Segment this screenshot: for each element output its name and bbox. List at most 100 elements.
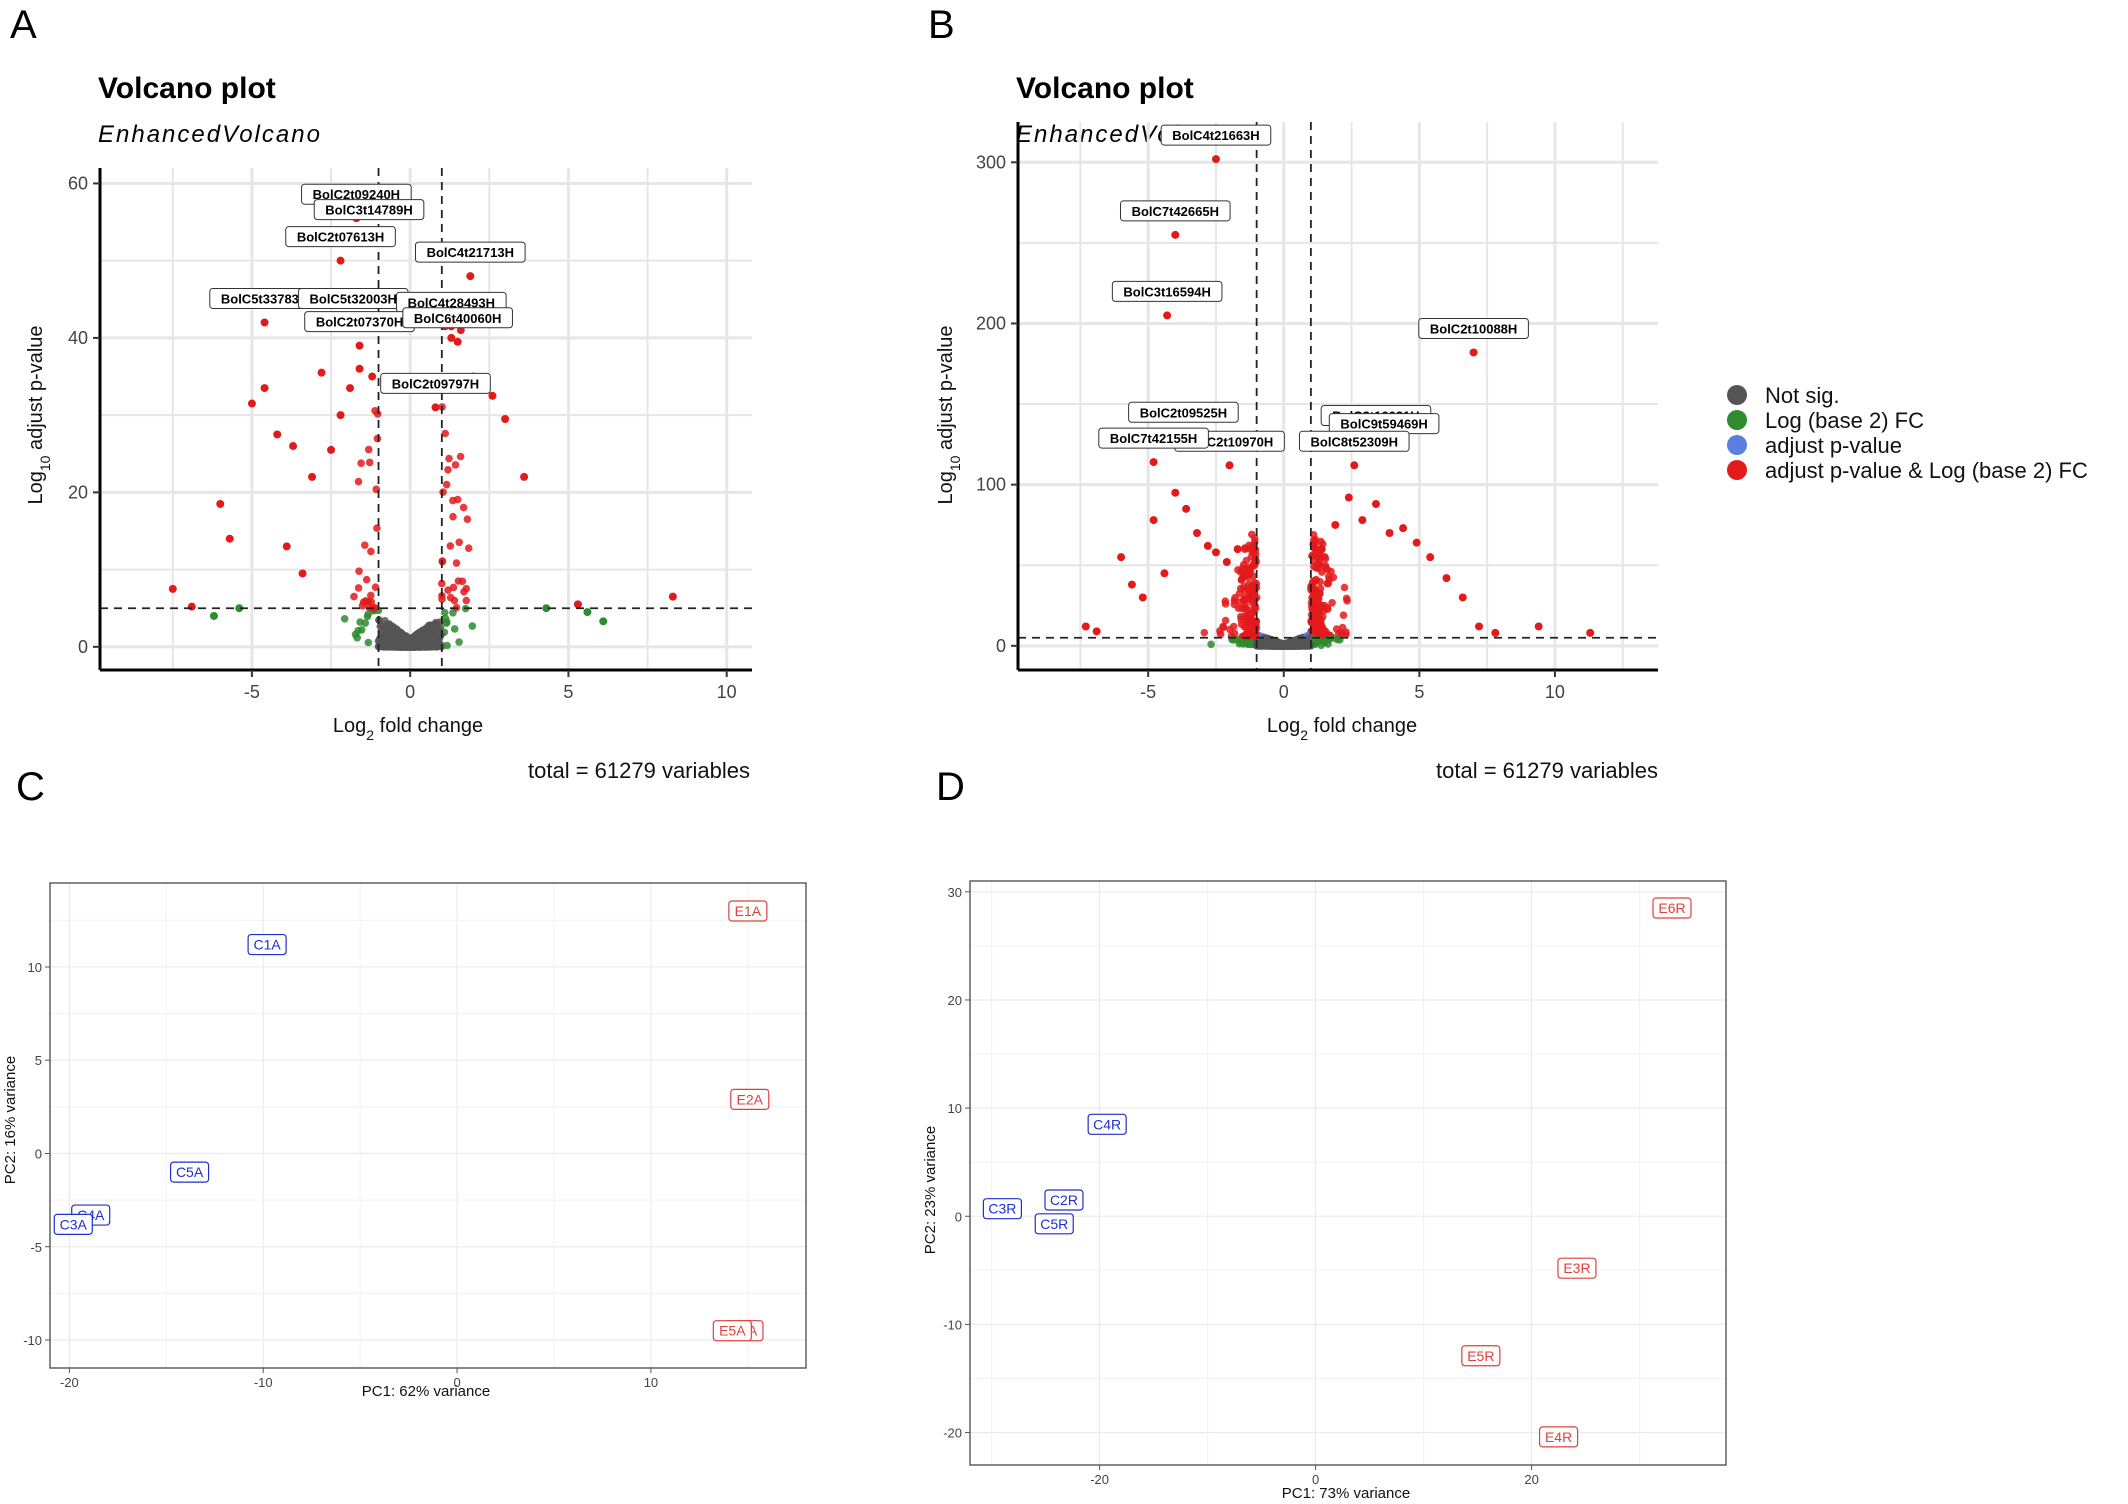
volcano-point (1216, 630, 1225, 639)
volcano-highlight-point (317, 368, 326, 377)
volcano-point (1200, 628, 1209, 637)
volcano-point (456, 452, 465, 461)
volcano-highlight-point (216, 499, 225, 508)
volcano-point (391, 631, 400, 640)
volcano-point (367, 591, 375, 600)
volcano-highlight-point (488, 391, 497, 400)
volcano-point (452, 559, 461, 567)
labeled-gene-point (355, 341, 364, 350)
volcano-point (1207, 640, 1215, 649)
volcano-point (444, 466, 452, 474)
volcano-point (359, 598, 368, 606)
volcano-point (438, 579, 446, 588)
volcano-highlight-point (368, 372, 377, 381)
y-tick-label: 60 (68, 173, 88, 193)
volcano-point (354, 477, 363, 486)
volcano-plot-a: Volcano plot EnhancedVolcano BolC2t09240… (25, 72, 752, 783)
volcano-point (1219, 622, 1227, 631)
gene-label-box (285, 226, 396, 248)
volcano-point (361, 619, 370, 627)
volcano-point (1328, 599, 1336, 607)
volcano-highlight-point (668, 592, 677, 601)
volcano-point (1230, 629, 1239, 638)
volcano-highlight-point (308, 472, 317, 481)
volcano-point (462, 596, 471, 605)
volcano-point (446, 542, 455, 550)
x-tick-label: 5 (563, 682, 573, 702)
volcano-highlight-point (346, 384, 355, 393)
volcano-point (441, 614, 450, 623)
volcano-point (362, 575, 371, 584)
volcano-highlight-point (247, 399, 256, 408)
volcano-a-subtitle: EnhancedVolcano (98, 121, 322, 148)
volcano-point (432, 643, 441, 651)
volcano-point (450, 625, 459, 633)
volcano-point (1241, 593, 1249, 601)
volcano-a-x-label: Log2 fold change (333, 715, 483, 743)
gene-label: BolC4t28493H (408, 295, 495, 310)
labeled-gene-point (453, 337, 462, 346)
volcano-point (464, 544, 473, 552)
panel-letter-b: B (928, 3, 955, 47)
volcano-a-marks: BolC2t09240HBolC3t14789HBolC2t07613HBolC… (100, 168, 752, 670)
x-tick-label: 0 (405, 682, 415, 702)
volcano-point (389, 624, 398, 633)
volcano-highlight-point (447, 333, 456, 342)
volcano-point (357, 459, 365, 468)
y-tick-label: 0 (78, 637, 88, 657)
gene-label: BolC5t33783H (221, 291, 308, 306)
volcano-highlight-point (282, 542, 291, 551)
volcano-b-point-cloud (1200, 530, 1351, 650)
volcano-highlight-point (573, 600, 582, 609)
volcano-highlight-point (225, 534, 234, 543)
volcano-point (445, 454, 453, 463)
volcano-point (340, 615, 349, 623)
volcano-point (1343, 597, 1351, 605)
volcano-point (453, 495, 462, 504)
volcano-point (418, 638, 427, 646)
volcano-point (386, 642, 394, 651)
volcano-point (430, 620, 439, 629)
volcano-point (364, 445, 373, 454)
volcano-point (459, 503, 468, 512)
volcano-point (460, 588, 468, 596)
volcano-point (426, 642, 435, 651)
volcano-point (354, 584, 363, 592)
volcano-highlight-point (327, 445, 336, 454)
gene-label: BolC6t40060H (414, 311, 501, 326)
labeled-gene-point (466, 272, 475, 281)
volcano-point (468, 622, 477, 630)
labeled-gene-point (260, 318, 269, 327)
volcano-point (451, 461, 460, 469)
volcano-point (1221, 616, 1230, 625)
y-tick-label: 40 (68, 328, 88, 348)
volcano-highlight-point (355, 364, 364, 373)
gene-label: BolC2t07613H (297, 230, 384, 245)
volcano-point (439, 488, 447, 496)
volcano-point (373, 524, 381, 532)
volcano-point (436, 624, 445, 632)
volcano-highlight-point (273, 430, 282, 439)
gene-label: BolC2t09797H (392, 376, 479, 391)
volcano-point (449, 583, 458, 592)
volcano-highlight-point (209, 611, 218, 620)
volcano-point (365, 458, 374, 467)
volcano-highlight-point (235, 604, 244, 613)
volcano-highlight-point (520, 472, 529, 481)
gene-label: BolC4t21713H (427, 245, 514, 260)
volcano-point (1221, 600, 1230, 608)
volcano-highlight-point (336, 411, 345, 420)
volcano-b-grid (1018, 122, 1658, 670)
volcano-highlight-point (298, 569, 307, 578)
gene-label-box (313, 199, 425, 221)
labeled-gene-point (431, 403, 440, 412)
volcano-point (392, 642, 401, 651)
volcano-point (373, 434, 382, 443)
volcano-point (363, 612, 372, 621)
volcano-point (361, 541, 369, 549)
volcano-point (364, 638, 373, 647)
volcano-point (423, 629, 432, 638)
volcano-point (367, 547, 375, 556)
volcano-point (371, 583, 380, 591)
